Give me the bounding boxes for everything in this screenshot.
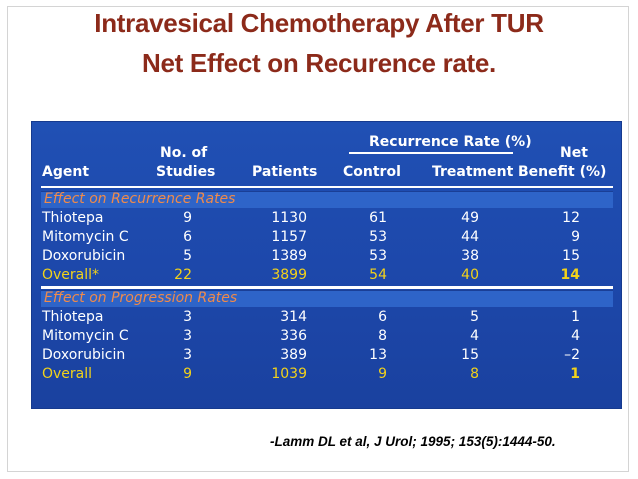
cell-treatment: 8 (470, 366, 479, 382)
cell-studies: 9 (183, 366, 192, 382)
cell-treatment: 4 (470, 328, 479, 344)
cell-benefit: 1 (571, 309, 580, 325)
cell-studies: 6 (183, 229, 192, 245)
cell-benefit: 14 (560, 267, 580, 283)
cell-control: 13 (369, 347, 387, 363)
section-label: Effect on Recurrence Rates (44, 191, 236, 207)
cell-treatment: 5 (470, 309, 479, 325)
cell-control: 54 (369, 267, 387, 283)
cell-benefit: 4 (571, 328, 580, 344)
cell-treatment: 15 (461, 347, 479, 363)
cell-treatment: 44 (461, 229, 479, 245)
header-divider (41, 186, 613, 188)
cell-control: 61 (369, 210, 387, 226)
cell-treatment: 49 (461, 210, 479, 226)
header-recurrence-rate: Recurrence Rate (%) (369, 134, 532, 150)
header-treatment: Treatment (432, 164, 514, 180)
cell-agent: Mitomycin C (42, 229, 129, 245)
cell-patients: 389 (280, 347, 307, 363)
slide-title-line-1: Intravesical Chemotherapy After TUR (94, 8, 544, 38)
cell-control: 53 (369, 229, 387, 245)
table-row: Mitomycin C 6 1157 53 44 9 (32, 228, 623, 247)
cell-studies: 22 (174, 267, 192, 283)
header-benefit-line1: Net (560, 145, 588, 161)
slide-frame (7, 6, 629, 472)
cell-benefit: 12 (562, 210, 580, 226)
cell-patients: 1157 (271, 229, 307, 245)
cell-control: 53 (369, 248, 387, 264)
header-benefit-line2: Benefit (%) (518, 164, 607, 180)
section-band-recurrence: Effect on Recurrence Rates (41, 191, 613, 208)
cell-patients: 336 (280, 328, 307, 344)
cell-studies: 5 (183, 248, 192, 264)
cell-agent: Mitomycin C (42, 328, 129, 344)
table-row: Thiotepa 9 1130 61 49 12 (32, 209, 623, 228)
slide-title-line-2: Net Effect on Recurence rate. (142, 48, 496, 78)
results-table: Agent No. of Studies Patients Recurrence… (31, 121, 622, 409)
cell-patients: 1130 (271, 210, 307, 226)
section-label: Effect on Progression Rates (44, 290, 238, 306)
cell-patients: 1039 (271, 366, 307, 382)
cell-agent: Thiotepa (42, 210, 104, 226)
section-divider (41, 286, 613, 289)
recurrence-rate-underline (349, 152, 513, 154)
cell-control: 8 (378, 328, 387, 344)
cell-treatment: 40 (461, 267, 479, 283)
table-row: Thiotepa 3 314 6 5 1 (32, 308, 623, 327)
cell-agent: Doxorubicin (42, 248, 126, 264)
cell-control: 9 (378, 366, 387, 382)
header-control: Control (343, 164, 401, 180)
cell-benefit: 15 (562, 248, 580, 264)
table-row: Doxorubicin 5 1389 53 38 15 (32, 247, 623, 266)
cell-agent: Doxorubicin (42, 347, 126, 363)
table-row: Doxorubicin 3 389 13 15 –2 (32, 346, 623, 365)
header-studies-line1: No. of (160, 145, 208, 161)
citation: -Lamm DL et al, J Urol; 1995; 153(5):144… (270, 434, 556, 449)
cell-treatment: 38 (461, 248, 479, 264)
cell-studies: 3 (183, 347, 192, 363)
table-row-overall: Overall* 22 3899 54 40 14 (32, 266, 623, 285)
cell-patients: 314 (280, 309, 307, 325)
cell-benefit: –2 (564, 347, 580, 363)
cell-studies: 3 (183, 328, 192, 344)
section-band-progression: Effect on Progression Rates (41, 290, 613, 307)
cell-studies: 3 (183, 309, 192, 325)
table-row-overall: Overall 9 1039 9 8 1 (32, 365, 623, 384)
cell-patients: 1389 (271, 248, 307, 264)
cell-studies: 9 (183, 210, 192, 226)
cell-benefit: 9 (571, 229, 580, 245)
cell-agent: Thiotepa (42, 309, 104, 325)
cell-agent: Overall* (42, 267, 100, 283)
cell-benefit: 1 (570, 366, 580, 382)
cell-patients: 3899 (271, 267, 307, 283)
header-studies-line2: Studies (156, 164, 216, 180)
cell-control: 6 (378, 309, 387, 325)
table-row: Mitomycin C 3 336 8 4 4 (32, 327, 623, 346)
cell-agent: Overall (42, 366, 93, 382)
header-patients: Patients (252, 164, 318, 180)
header-agent: Agent (42, 164, 90, 180)
